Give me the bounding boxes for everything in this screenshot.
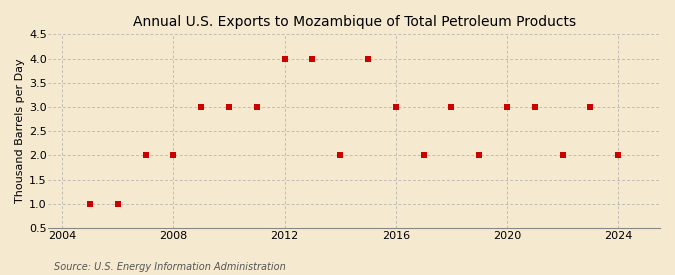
Title: Annual U.S. Exports to Mozambique of Total Petroleum Products: Annual U.S. Exports to Mozambique of Tot…	[132, 15, 576, 29]
Point	[613, 153, 624, 158]
Point	[168, 153, 179, 158]
Point	[113, 202, 124, 206]
Point	[279, 56, 290, 61]
Point	[502, 105, 512, 109]
Point	[223, 105, 234, 109]
Point	[335, 153, 346, 158]
Point	[529, 105, 540, 109]
Point	[418, 153, 429, 158]
Point	[84, 202, 95, 206]
Point	[362, 56, 373, 61]
Point	[585, 105, 596, 109]
Text: Source: U.S. Energy Information Administration: Source: U.S. Energy Information Administ…	[54, 262, 286, 272]
Point	[140, 153, 151, 158]
Y-axis label: Thousand Barrels per Day: Thousand Barrels per Day	[15, 59, 25, 204]
Point	[307, 56, 318, 61]
Point	[252, 105, 263, 109]
Point	[446, 105, 457, 109]
Point	[196, 105, 207, 109]
Point	[390, 105, 401, 109]
Point	[558, 153, 568, 158]
Point	[474, 153, 485, 158]
